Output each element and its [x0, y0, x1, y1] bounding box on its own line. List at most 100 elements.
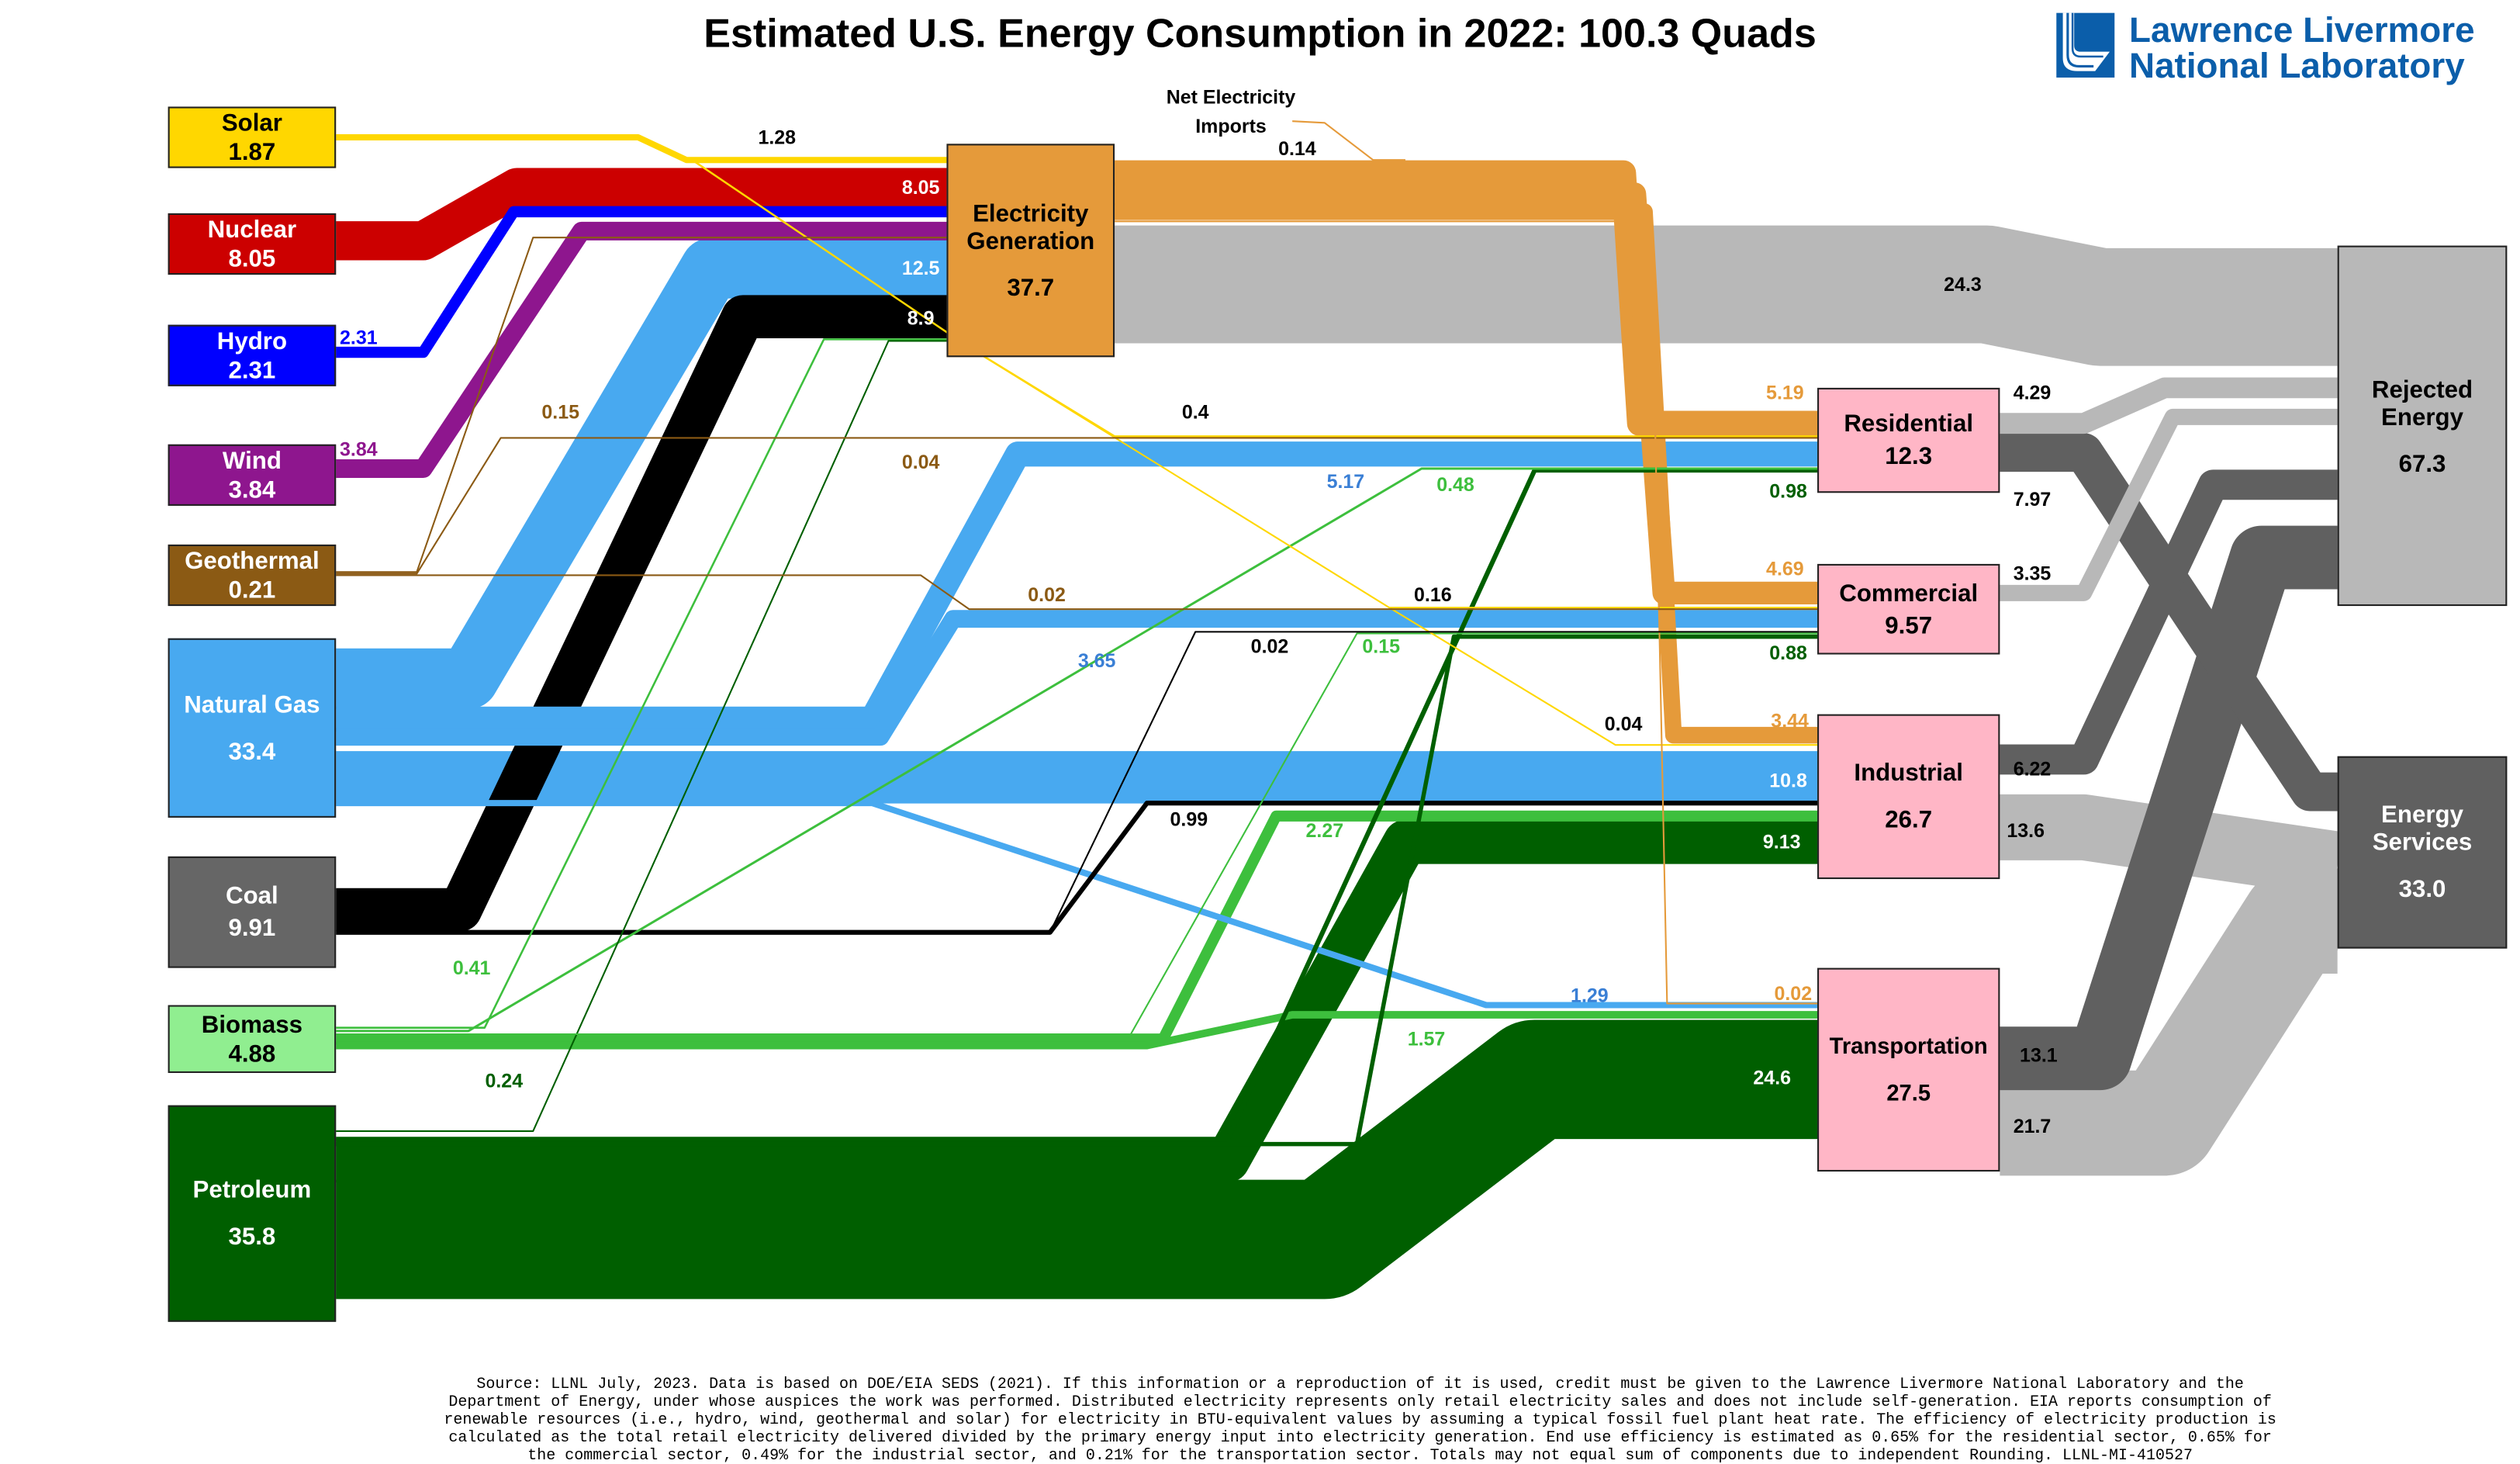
- flow-coal-to-industrial: [336, 801, 1818, 935]
- flow-label-petroleum-to-transportation: 24.6: [1753, 1068, 1791, 1089]
- flow-label-net_imports-to-electricity: 0.14: [1278, 138, 1316, 160]
- node-value: 37.7: [1007, 274, 1055, 302]
- node-label: Industrial: [1854, 759, 1964, 787]
- flow-label-coal-to-commercial: 0.02: [1251, 635, 1289, 657]
- node-value: 1.87: [228, 138, 276, 166]
- node-wind: Wind 3.84: [168, 444, 337, 506]
- footer-notes: Source: LLNL July, 2023. Data is based o…: [444, 1376, 2276, 1464]
- footer-line: the commercial sector, 0.49% for the ind…: [527, 1447, 2193, 1464]
- flow-natural_gas-to-residential: [336, 441, 1818, 732]
- footer-line: calculated as the total retail electrici…: [448, 1429, 2271, 1447]
- flow-petroleum-to-residential: [336, 468, 1818, 1142]
- node-rejected-energy: Rejected Energy 67.3: [2337, 245, 2508, 607]
- flow-label-biomass-to-commercial: 0.15: [1362, 635, 1400, 657]
- flow-electricity-to-transportation: [1115, 220, 1818, 1005]
- footer-line: Source: LLNL July, 2023. Data is based o…: [476, 1376, 2244, 1393]
- net-imports-label: Net Electricity Imports: [1167, 86, 1296, 137]
- node-label: Electricity Generation: [966, 199, 1095, 255]
- flow-label-residential-to-services: 7.97: [2014, 489, 2052, 510]
- node-label: Hydro: [216, 327, 288, 355]
- flow-label-natural_gas-to-industrial: 10.8: [1769, 770, 1807, 791]
- node-value: 9.91: [228, 914, 276, 943]
- node-value: 27.5: [1886, 1079, 1931, 1106]
- node-value: 4.88: [228, 1040, 276, 1068]
- flow-label-petroleum-to-industrial: 9.13: [1763, 831, 1801, 853]
- node-label: Natural Gas: [184, 690, 320, 718]
- node-value: 26.7: [1885, 806, 1933, 834]
- flow-residential-to-rejected: [2000, 377, 2338, 434]
- flow-label-industrial-to-services: 13.1: [2020, 1044, 2058, 1066]
- flow-label-wind-to-electricity: 3.84: [340, 438, 378, 460]
- net-imports-label-line2: Imports: [1195, 116, 1267, 137]
- flow-label-biomass-to-residential: 0.48: [1436, 474, 1474, 496]
- flow-label-geothermal-to-residential: 0.04: [902, 452, 940, 473]
- flow-biomass-to-industrial: [336, 810, 1818, 1045]
- flow-label-solar-to-electricity: 1.28: [758, 126, 796, 148]
- flow-wind-to-electricity: [336, 221, 947, 479]
- flow-label-commercial-to-services: 6.22: [2014, 759, 2052, 780]
- node-value: 0.21: [228, 576, 276, 604]
- flow-biomass-to-electricity: [336, 338, 947, 1029]
- node-label: Petroleum: [192, 1176, 312, 1204]
- flow-label-natural_gas-to-commercial: 3.65: [1078, 650, 1116, 672]
- flow-solar-to-industrial: [1388, 607, 1818, 746]
- flow-label-industrial-to-rejected: 13.6: [2007, 820, 2045, 842]
- node-value: 67.3: [2398, 451, 2446, 479]
- flow-label-natural_gas-to-electricity: 12.5: [902, 258, 940, 279]
- node-value: 2.31: [228, 356, 276, 384]
- footer-line: Department of Energy, under whose auspic…: [448, 1393, 2271, 1411]
- flow-natural_gas-to-transportation: [336, 800, 1818, 1009]
- flow-net_imports-to-electricity: [1292, 120, 1405, 161]
- flow-label-hydro-to-electricity: 2.31: [340, 327, 378, 349]
- flow-label-natural_gas-to-residential: 5.17: [1327, 471, 1365, 493]
- llnl-logo-mark: [2056, 12, 2115, 78]
- flow-label-commercial-to-rejected: 3.35: [2014, 563, 2052, 585]
- node-value: 33.0: [2398, 875, 2446, 904]
- node-transportation: Transportation 27.5: [1817, 967, 2000, 1172]
- flow-label-solar-to-residential: 0.4: [1182, 401, 1209, 423]
- flow-petroleum-to-commercial: [336, 634, 1818, 1147]
- flow-label-solar-to-industrial: 0.04: [1605, 713, 1643, 735]
- flow-label-geothermal-to-electricity: 0.15: [541, 401, 579, 423]
- llnl-logo-line2: National Laboratory: [2129, 46, 2465, 85]
- flow-label-electricity-to-rejected: 24.3: [1944, 274, 1982, 296]
- flow-label-biomass-to-transportation: 1.57: [1408, 1029, 1446, 1050]
- flow-coal-to-commercial: [1049, 631, 1818, 933]
- flow-biomass-to-residential: [336, 467, 1818, 1033]
- flow-industrial-to-rejected: [2000, 794, 2342, 898]
- flow-label-electricity-to-transportation: 0.02: [1774, 983, 1812, 1005]
- node-value: 35.8: [228, 1223, 276, 1251]
- node-label: Commercial: [1839, 579, 1979, 607]
- net-imports-label-line1: Net Electricity: [1167, 86, 1296, 108]
- node-electricity: Electricity Generation 37.7: [946, 144, 1115, 358]
- flow-petroleum-to-electricity: [336, 340, 947, 1133]
- node-petroleum: Petroleum 35.8: [168, 1105, 337, 1322]
- flow-label-geothermal-to-commercial: 0.02: [1028, 584, 1066, 606]
- node-label: Rejected Energy: [2371, 376, 2473, 432]
- flow-label-solar-to-commercial: 0.16: [1414, 584, 1452, 606]
- node-solar: Solar 1.87: [168, 106, 337, 168]
- flow-geothermal-to-commercial: [336, 574, 1818, 611]
- node-value: 9.57: [1885, 611, 1933, 639]
- flow-biomass-to-commercial: [336, 632, 1818, 1036]
- llnl-logo-line1: Lawrence Livermore: [2129, 10, 2475, 50]
- flow-label-biomass-to-industrial: 2.27: [1305, 820, 1343, 842]
- flow-label-petroleum-to-commercial: 0.88: [1769, 642, 1807, 664]
- flow-label-petroleum-to-electricity: 0.24: [485, 1071, 523, 1092]
- flow-petroleum-to-industrial: [336, 819, 1818, 1182]
- node-value: 3.84: [228, 476, 276, 504]
- flow-residential-to-services: [2000, 433, 2338, 812]
- node-value: 33.4: [228, 737, 276, 766]
- node-label: Wind: [222, 446, 282, 475]
- flow-natural_gas-to-electricity: [336, 237, 947, 709]
- node-industrial: Industrial 26.7: [1817, 714, 2000, 880]
- node-label: Nuclear: [207, 216, 297, 244]
- flow-solar-to-commercial: [969, 346, 1818, 609]
- node-label: Residential: [1844, 410, 1974, 438]
- flow-electricity-to-industrial: [1115, 203, 1818, 744]
- flow-label-residential-to-rejected: 4.29: [2014, 382, 2052, 403]
- flow-hydro-to-electricity: [336, 206, 947, 358]
- node-geothermal: Geothermal 0.21: [168, 544, 337, 607]
- node-biomass: Biomass 4.88: [168, 1005, 337, 1073]
